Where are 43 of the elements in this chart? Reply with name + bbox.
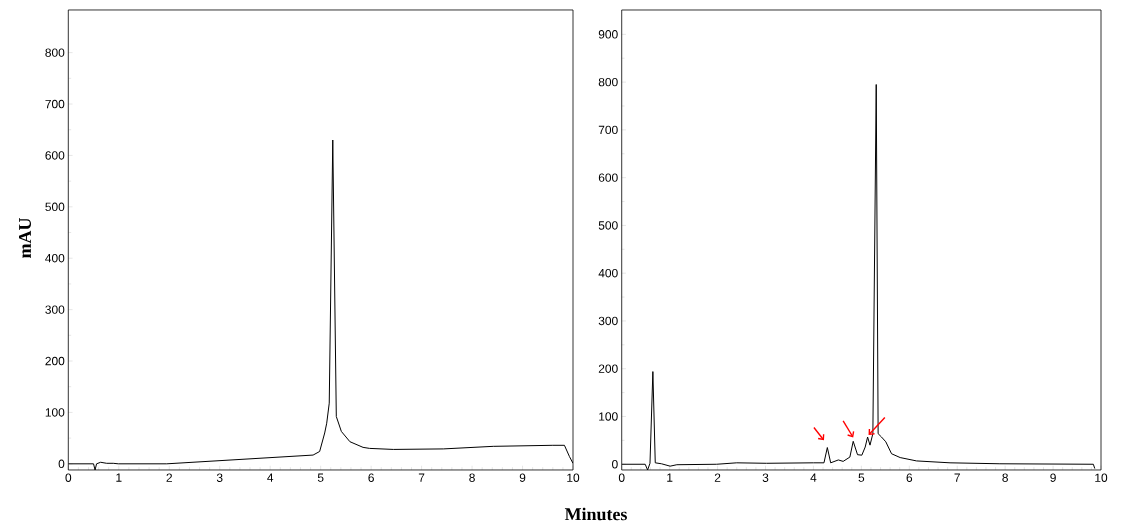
- x-tick-label: 0: [618, 473, 625, 482]
- x-tick-label: 1: [667, 473, 673, 482]
- y-tick-label: 800: [598, 77, 618, 87]
- y-tick-label: 200: [598, 364, 618, 373]
- x-tick-label: 7: [418, 473, 425, 482]
- x-tick-label: 4: [267, 473, 274, 482]
- x-axis-title: Minutes: [564, 507, 627, 521]
- x-tick-label: 9: [519, 473, 526, 482]
- x-tick-label: 8: [1002, 473, 1008, 482]
- y-tick-label: 100: [599, 412, 618, 421]
- y-axis-title: mAU: [19, 218, 32, 258]
- x-tick-label: 2: [166, 473, 172, 482]
- x-tick-label: 6: [906, 473, 913, 482]
- y-tick-label: 0: [612, 460, 618, 469]
- y-tick-label: 300: [598, 316, 618, 326]
- x-tick-label: 7: [954, 473, 960, 482]
- x-tick-label: 4: [810, 473, 817, 482]
- x-tick-label: 10: [567, 473, 580, 482]
- y-tick-label: 500: [598, 221, 618, 230]
- y-tick-label: 600: [598, 173, 618, 182]
- x-tick-label: 9: [1050, 473, 1056, 482]
- y-tick-label: 0: [58, 459, 65, 469]
- x-tick-label: 2: [714, 473, 721, 482]
- y-tick-label: 500: [45, 202, 65, 212]
- x-tick-label: 5: [317, 473, 324, 482]
- y-tick-label: 100: [45, 408, 65, 417]
- x-tick-label: 6: [368, 473, 374, 482]
- x-tick-label: 8: [469, 473, 475, 482]
- y-tick-label: 400: [598, 268, 618, 278]
- x-tick-label: 1: [116, 473, 122, 482]
- y-tick-label: 900: [598, 30, 618, 39]
- y-tick-label: 400: [45, 254, 65, 263]
- x-tick-label: 5: [858, 473, 865, 482]
- y-tick-label: 600: [45, 151, 65, 160]
- y-tick-label: 200: [45, 356, 65, 366]
- x-tick-label: 3: [762, 473, 769, 482]
- x-tick-label: 3: [216, 473, 223, 482]
- x-tick-label: 0: [65, 473, 72, 482]
- x-tick-label: 10: [1095, 473, 1108, 482]
- y-tick-label: 700: [45, 99, 65, 109]
- y-tick-label: 800: [45, 48, 65, 57]
- y-tick-label: 700: [598, 125, 618, 135]
- y-tick-label: 300: [45, 305, 65, 314]
